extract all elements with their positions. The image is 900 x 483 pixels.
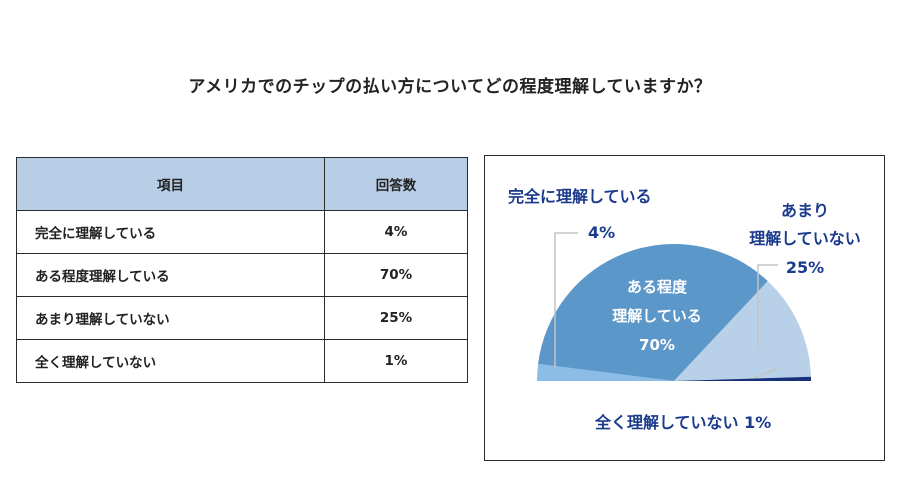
data-label-somewhat-understand: ある程度	[627, 278, 688, 296]
row-value: 4%	[324, 210, 468, 254]
slice-not-at-all-understand	[674, 376, 811, 381]
survey-table: 項目 回答数 完全に理解している 4% ある程度理解している 70% あまり理解…	[16, 157, 468, 383]
table-row: 完全に理解している 4%	[16, 210, 468, 254]
data-label-fully-understand: 完全に理解している	[508, 187, 652, 206]
data-label-not-at-all-understand: 全く理解していない 1%	[594, 413, 771, 432]
data-label-not-really-understand-line2: 理解していない	[749, 229, 861, 248]
table-row: 全く理解していない 1%	[16, 339, 468, 383]
leader-line-not-really-understand	[757, 264, 778, 349]
table-header-row: 項目 回答数	[16, 157, 468, 211]
half-pie-chart: 完全に理解している 4% ある程度理解している 70% あまり理解していない 25% 全く理…	[508, 187, 861, 432]
data-label-fully-understand-value: 4%	[588, 223, 615, 242]
data-label-somewhat-understand-value: 70%	[639, 336, 675, 354]
slice-fully-understand	[537, 363, 674, 381]
table-row: ある程度理解している 70%	[16, 253, 468, 297]
leader-line-fully-understand	[554, 232, 578, 369]
row-value: 70%	[324, 253, 468, 297]
row-value: 25%	[324, 296, 468, 340]
data-label-not-really-understand-value: 25%	[786, 258, 824, 277]
data-label-somewhat-understand-line2: 理解している	[612, 307, 702, 325]
chart-panel: 完全に理解している 4% ある程度理解している 70% あまり理解していない 25% 全く理…	[484, 155, 885, 461]
data-label-not-really-understand: あまり	[781, 201, 829, 220]
leader-line-not-at-all-understand	[752, 368, 778, 379]
page-title: アメリカでのチップの払い方についてどの程度理解していますか？	[188, 77, 712, 97]
row-item: 完全に理解している	[16, 210, 325, 254]
slice-somewhat-understand	[538, 244, 768, 381]
row-value: 1%	[324, 339, 468, 383]
row-item: あまり理解していない	[16, 296, 325, 340]
row-item: 全く理解していない	[16, 339, 325, 383]
header-item: 項目	[16, 157, 325, 211]
header-count: 回答数	[324, 157, 468, 211]
table-row: あまり理解していない 25%	[16, 296, 468, 340]
slice-not-really-understand	[674, 281, 811, 381]
row-item: ある程度理解している	[16, 253, 325, 297]
